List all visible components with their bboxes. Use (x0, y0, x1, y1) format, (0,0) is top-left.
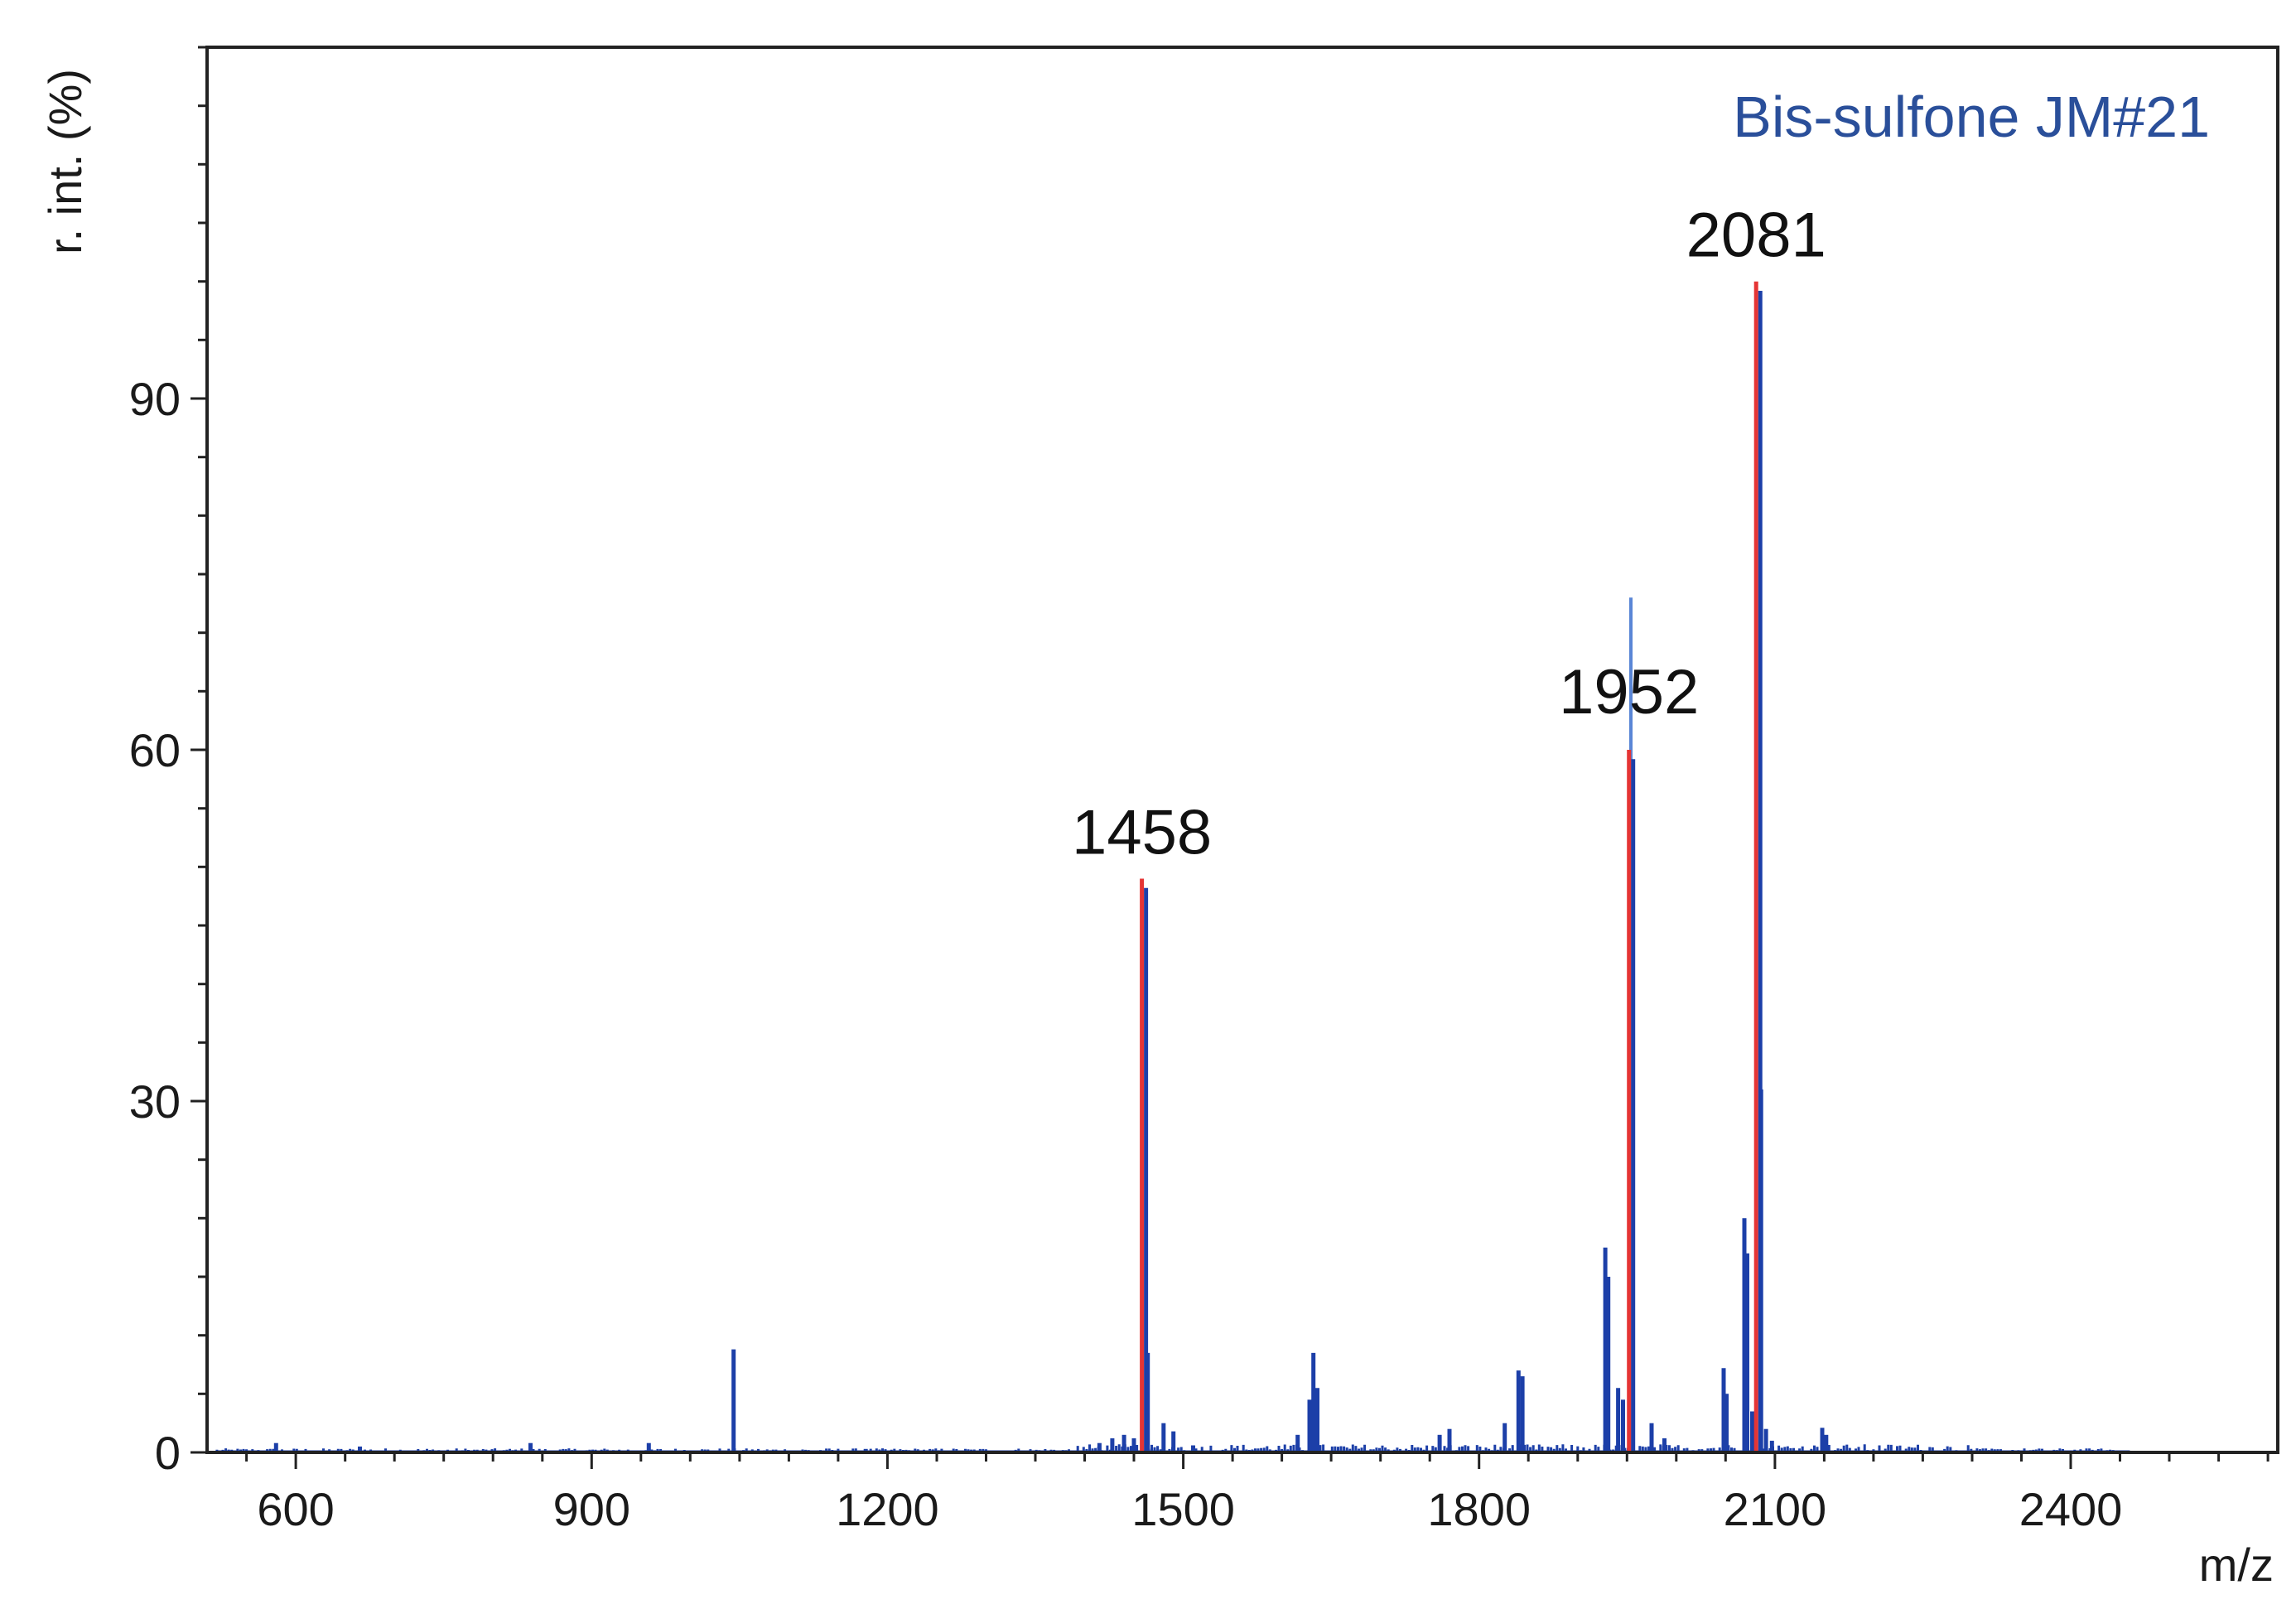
peak-label: 2081 (1686, 201, 1826, 271)
x-tick-label: 1500 (1131, 1483, 1235, 1535)
y-tick-label: 90 (129, 373, 181, 425)
x-axis-title: m/z (2199, 1539, 2274, 1591)
y-axis-title: r. int. (%) (39, 69, 91, 254)
plot-frame (205, 46, 2279, 1454)
chart-title: Bis-sulfone JM#21 (1733, 85, 2210, 149)
x-tick-label: 2400 (2019, 1483, 2123, 1535)
y-tick-label: 30 (129, 1075, 181, 1128)
peak-label: 1458 (1072, 798, 1212, 868)
y-tick-label: 60 (129, 724, 181, 776)
x-tick-label: 1200 (836, 1483, 939, 1535)
x-tick-label: 2100 (1724, 1483, 1827, 1535)
axes-layer: 600 900 1200 1500 1800 2100 2400 0 30 60 90 (129, 46, 2279, 1535)
x-tick-label: 1800 (1427, 1483, 1531, 1535)
x-tick-label: 900 (553, 1483, 630, 1535)
peak-label: 1952 (1559, 657, 1699, 727)
y-tick-label: 0 (155, 1427, 181, 1479)
x-tick-label: 600 (257, 1483, 334, 1535)
plot-layer (215, 281, 2130, 1453)
text-layer: Bis-sulfone JM#21 r. int. (%) m/z 1458 19… (39, 69, 2274, 1591)
